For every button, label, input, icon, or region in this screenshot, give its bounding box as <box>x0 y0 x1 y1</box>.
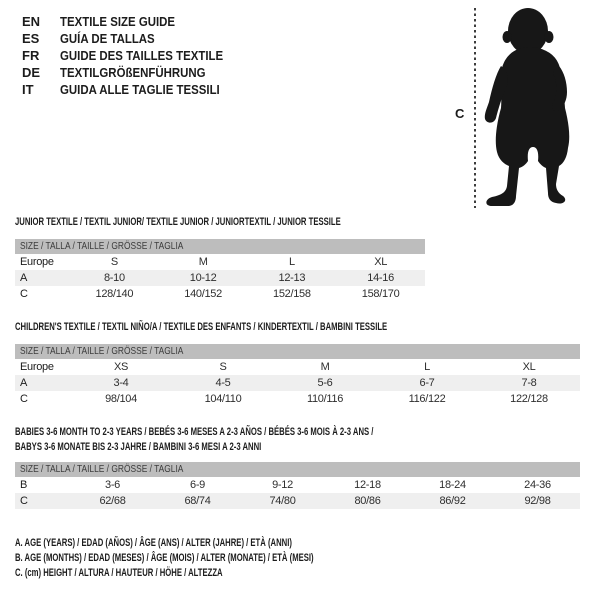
cell-value: 116/122 <box>408 393 446 405</box>
table-row: C 128/140 140/152 152/158 158/170 <box>15 286 425 302</box>
cell-value: 9-12 <box>272 479 293 491</box>
cell-value: 12-18 <box>354 479 381 491</box>
row-label: Europe <box>20 256 54 268</box>
row-label: Europe <box>20 361 54 373</box>
size-header-text: SIZE / TALLA / TAILLE / GRÖSSE / TAGLIA <box>20 345 184 357</box>
junior-size-table: SIZE / TALLA / TAILLE / GRÖSSE / TAGLIA E… <box>15 239 425 302</box>
cell-value: 62/68 <box>99 495 126 507</box>
size-header-text: SIZE / TALLA / TAILLE / GRÖSSE / TAGLIA <box>20 240 184 252</box>
children-size-table: SIZE / TALLA / TAILLE / GRÖSSE / TAGLIA E… <box>15 344 580 407</box>
cell-value: 122/128 <box>510 393 548 405</box>
cell-value: XS <box>113 361 129 373</box>
row-label: C <box>20 495 28 507</box>
cell-value: 128/140 <box>95 288 134 300</box>
cell-value: 6-9 <box>190 479 205 491</box>
language-title-list: EN TEXTILE SIZE GUIDE ES GUÍA DE TALLAS … <box>22 13 245 98</box>
cell-value: 152/158 <box>273 288 311 300</box>
children-table-title-text: CHILDREN'S TEXTILE / TEXTIL NIÑO/A / TEX… <box>15 321 388 333</box>
table-row: Europe XS S M L XL <box>15 359 580 375</box>
cell-value: 14-16 <box>367 272 394 284</box>
cell-value: 86/92 <box>439 495 466 507</box>
row-label: A <box>20 377 28 389</box>
cell-value: 92/98 <box>524 495 551 507</box>
cell-value: L <box>288 256 295 268</box>
lang-row-en: EN TEXTILE SIZE GUIDE <box>22 13 245 30</box>
table-row: C 62/68 68/74 74/80 80/86 86/92 92/98 <box>15 493 580 509</box>
table-row: B 3-6 6-9 9-12 12-18 18-24 24-36 <box>15 477 580 493</box>
row-label: C <box>20 393 28 405</box>
cell-value: 110/116 <box>306 393 344 405</box>
row-label: A <box>20 272 28 284</box>
lang-row-es: ES GUÍA DE TALLAS <box>22 30 245 47</box>
lang-code: DE <box>22 65 41 80</box>
footnote-a-text: A. AGE (YEARS) / EDAD (AÑOS) / ÂGE (ANS)… <box>15 537 292 549</box>
cell-value: 6-7 <box>419 377 435 389</box>
cell-value: 7-8 <box>521 377 537 389</box>
height-dotted-line <box>474 8 476 208</box>
cell-value: 18-24 <box>439 479 466 491</box>
lang-title: TEXTILE SIZE GUIDE <box>60 14 176 29</box>
cell-value: 3-6 <box>105 479 120 491</box>
size-header-bar: SIZE / TALLA / TAILLE / GRÖSSE / TAGLIA <box>15 239 425 254</box>
cell-value: 158/170 <box>361 288 400 300</box>
cell-value: 80/86 <box>354 495 381 507</box>
lang-row-it: IT GUIDA ALLE TAGLIE TESSILI <box>22 81 245 98</box>
cell-value: 140/152 <box>184 288 222 300</box>
lang-row-fr: FR GUIDE DES TAILLES TEXTILE <box>22 47 245 64</box>
cell-value: 24-36 <box>524 479 551 491</box>
size-header-bar: SIZE / TALLA / TAILLE / GRÖSSE / TAGLIA <box>15 344 580 359</box>
cell-value: 3-4 <box>113 377 129 389</box>
cell-value: S <box>110 256 118 268</box>
footnote-b: B. AGE (MONTHS) / EDAD (MESES) / ÂGE (MO… <box>15 551 442 566</box>
children-table-title: CHILDREN'S TEXTILE / TEXTIL NIÑO/A / TEX… <box>15 320 547 335</box>
height-marker-label: C <box>455 106 465 121</box>
table-row: A 8-10 10-12 12-13 14-16 <box>15 270 425 286</box>
babies-table-title-line2: BABYS 3-6 MONATE BIS 2-3 JAHRE / BAMBINI… <box>15 440 367 455</box>
lang-row-de: DE TEXTILGRÖßENFÜHRUNG <box>22 64 245 81</box>
lang-title: GUIDA ALLE TAGLIE TESSILI <box>60 82 220 97</box>
babies-size-table: SIZE / TALLA / TAILLE / GRÖSSE / TAGLIA B… <box>15 462 580 509</box>
cell-value: 104/110 <box>204 393 242 405</box>
baby-silhouette-image <box>484 8 570 206</box>
size-header-bar: SIZE / TALLA / TAILLE / GRÖSSE / TAGLIA <box>15 462 580 477</box>
cell-value: 68/74 <box>184 495 211 507</box>
cell-value: 4-5 <box>215 377 231 389</box>
cell-value: XL <box>374 256 388 268</box>
babies-table-title-text2: BABYS 3-6 MONATE BIS 2-3 JAHRE / BAMBINI… <box>15 441 262 453</box>
cell-value: L <box>424 361 430 373</box>
cell-value: M <box>198 256 208 268</box>
table-row: Europe S M L XL <box>15 254 425 270</box>
table-row: C 98/104 104/110 110/116 116/122 122/128 <box>15 391 580 407</box>
cell-value: 98/104 <box>105 393 137 405</box>
cell-value: S <box>219 361 227 373</box>
junior-table-title: JUNIOR TEXTILE / TEXTIL JUNIOR/ TEXTILE … <box>15 215 480 230</box>
footnote-a: A. AGE (YEARS) / EDAD (AÑOS) / ÂGE (ANS)… <box>15 536 411 551</box>
lang-code: ES <box>22 31 40 46</box>
size-header-text: SIZE / TALLA / TAILLE / GRÖSSE / TAGLIA <box>20 463 184 475</box>
cell-value: 12-13 <box>278 272 306 284</box>
lang-code: IT <box>22 82 34 97</box>
row-label: C <box>20 288 28 300</box>
cell-value: 74/80 <box>269 495 296 507</box>
lang-title: GUÍA DE TALLAS <box>60 31 155 46</box>
footnote-c: C. (cm) HEIGHT / ALTURA / HAUTEUR / HÖHE… <box>15 566 312 581</box>
junior-table-title-text: JUNIOR TEXTILE / TEXTIL JUNIOR/ TEXTILE … <box>15 216 341 228</box>
cell-value: 8-10 <box>103 272 125 284</box>
lang-code: EN <box>22 14 41 29</box>
footnote-c-text: C. (cm) HEIGHT / ALTURA / HAUTEUR / HÖHE… <box>15 567 223 579</box>
lang-title: GUIDE DES TAILLES TEXTILE <box>60 48 224 63</box>
babies-table-title-line1: BABIES 3-6 MONTH TO 2-3 YEARS / BEBÉS 3-… <box>15 425 527 440</box>
babies-table-title-text1: BABIES 3-6 MONTH TO 2-3 YEARS / BEBÉS 3-… <box>15 426 374 438</box>
row-label: B <box>20 479 28 491</box>
lang-title: TEXTILGRÖßENFÜHRUNG <box>60 65 206 80</box>
lang-code: FR <box>22 48 40 63</box>
cell-value: 10-12 <box>189 272 217 284</box>
cell-value: XL <box>522 361 536 373</box>
cell-value: M <box>320 361 330 373</box>
cell-value: 5-6 <box>317 377 333 389</box>
table-row: A 3-4 4-5 5-6 6-7 7-8 <box>15 375 580 391</box>
footnote-b-text: B. AGE (MONTHS) / EDAD (MESES) / ÂGE (MO… <box>15 552 314 564</box>
